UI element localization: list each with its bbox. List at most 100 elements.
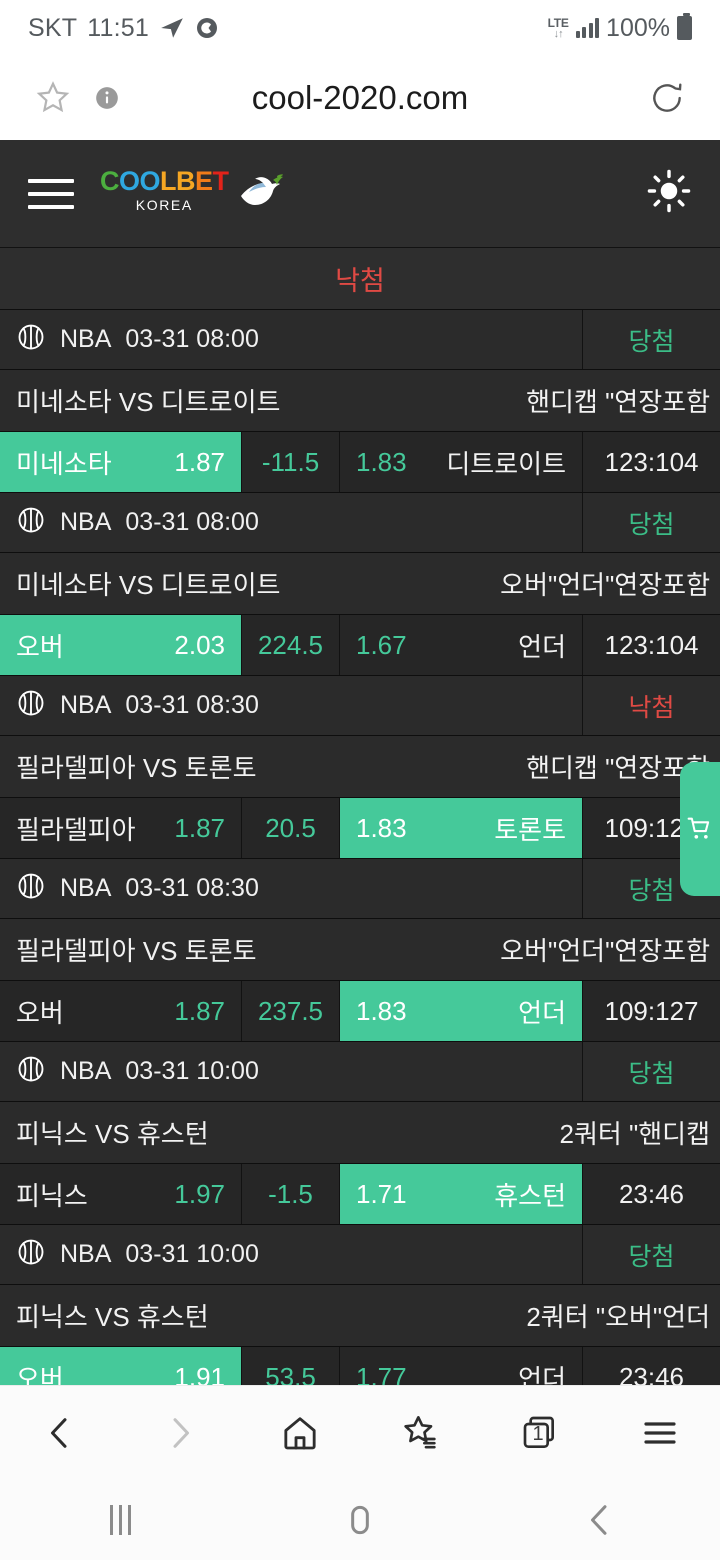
- away-odds-value: 1.67: [356, 629, 407, 660]
- status-bar-right: LTE ↓↑ 100%: [548, 13, 692, 43]
- league-label: NBA: [60, 874, 112, 902]
- android-system-nav: [0, 1480, 720, 1560]
- league-label: NBA: [60, 1057, 112, 1085]
- browser-bottom-nav: 1: [0, 1385, 720, 1480]
- market-name: 오버"언더"연장포함: [500, 570, 710, 600]
- away-odds-value: 1.83: [356, 446, 407, 477]
- home-selection-cell[interactable]: 오버 1.91: [0, 1347, 242, 1385]
- home-team-label: 오버: [16, 1363, 64, 1386]
- home-button[interactable]: [250, 1413, 350, 1453]
- market-name: 2쿼터 "핸디캡: [559, 1119, 710, 1149]
- bet-status-badge: 당첨: [583, 1225, 720, 1284]
- away-selection-cell[interactable]: 1.83 언더: [340, 981, 583, 1041]
- final-score-value: 23:46: [618, 1178, 685, 1209]
- away-selection-cell[interactable]: 1.83 토론토: [340, 798, 583, 858]
- coolbet-logo[interactable]: COOLBET KOREA: [100, 168, 283, 219]
- bet-match-row: 필라델피아 VS 토론토 오버"언더"연장포함: [0, 919, 720, 981]
- bet-meta-row: NBA 03-31 10:00 당첨: [0, 1225, 720, 1285]
- home-team-label: 미네소타: [16, 448, 112, 479]
- basketball-icon-wrap: [16, 322, 46, 357]
- match-title: 피닉스 VS 휴스턴: [16, 1302, 209, 1332]
- handicap-line-cell: 224.5: [242, 615, 340, 675]
- bet-odds-row: 오버 1.87 237.5 1.83 언더 109:127: [0, 981, 720, 1041]
- bet-status-badge: 당첨: [583, 1042, 720, 1101]
- back-button-system[interactable]: [530, 1500, 670, 1540]
- handicap-line-cell: -11.5: [242, 432, 340, 492]
- bet-match-row: 피닉스 VS 휴스턴 2쿼터 "오버"언더: [0, 1285, 720, 1347]
- home-selection-cell[interactable]: 필라델피아 1.87: [0, 798, 242, 858]
- browser-url-bar[interactable]: cool-2020.com: [0, 56, 720, 140]
- home-button-system[interactable]: [290, 1500, 430, 1540]
- bet-status-label: 당첨: [628, 1059, 675, 1088]
- bet-status-label: 당첨: [628, 327, 675, 356]
- bet-status-badge: 당첨: [583, 859, 720, 918]
- final-score-cell: 23:46: [583, 1347, 720, 1386]
- final-score-value: 23:46: [618, 1361, 685, 1386]
- bet-meta-row: NBA 03-31 08:00 당첨: [0, 310, 720, 370]
- recents-icon: [109, 1505, 131, 1535]
- home-odds-value: 1.91: [174, 1361, 225, 1386]
- basketball-icon-wrap: [16, 1237, 46, 1272]
- handicap-line-value: 20.5: [265, 812, 316, 843]
- site-menu-icon[interactable]: [28, 178, 74, 209]
- basketball-icon-wrap: [16, 505, 46, 540]
- bet-card: NBA 03-31 08:30 당첨 필라델피아 VS 토론토 오버"언더"연장포함 오버…: [0, 859, 720, 1042]
- away-team-label: 언더: [518, 631, 566, 662]
- logo-wordmark: COOLBET: [100, 166, 229, 196]
- final-score-value: 123:104: [604, 446, 699, 477]
- home-selection-cell[interactable]: 피닉스 1.97: [0, 1164, 242, 1224]
- handicap-line-cell: 53.5: [242, 1347, 340, 1385]
- away-selection-cell[interactable]: 1.67 언더: [340, 615, 583, 675]
- bet-odds-row: 피닉스 1.97 -1.5 1.71 휴스턴 23:46: [0, 1164, 720, 1224]
- home-selection-cell[interactable]: 오버 2.03: [0, 615, 242, 675]
- away-odds-value: 1.83: [356, 995, 407, 1026]
- brightness-icon[interactable]: [646, 168, 692, 219]
- handicap-line-value: 53.5: [265, 1361, 316, 1386]
- result-banner: 낙첨: [0, 248, 720, 310]
- bet-status-badge: 당첨: [583, 493, 720, 552]
- clock-label: 11:51: [87, 13, 149, 42]
- handicap-line-value: -1.5: [268, 1178, 313, 1209]
- away-odds-value: 1.71: [356, 1178, 407, 1209]
- bet-meta-left: NBA 03-31 10:00: [0, 1225, 583, 1284]
- match-title: 필라델피아 VS 토론토: [16, 936, 257, 966]
- logo-text: COOLBET KOREA: [100, 166, 229, 213]
- market-name: 핸디캡 "연장포함: [526, 753, 710, 783]
- forward-button[interactable]: [130, 1413, 230, 1453]
- menu-button[interactable]: [610, 1413, 710, 1453]
- site-header: COOLBET KOREA: [0, 140, 720, 248]
- bet-meta-left: NBA 03-31 08:30: [0, 859, 583, 918]
- back-button[interactable]: [10, 1413, 110, 1453]
- home-odds-value: 2.03: [174, 629, 225, 660]
- home-team-label: 오버: [16, 997, 64, 1028]
- tabs-button[interactable]: 1: [490, 1413, 590, 1453]
- bookmark-star-icon: [404, 1416, 436, 1449]
- bet-meta-row: NBA 03-31 08:00 당첨: [0, 493, 720, 553]
- match-datetime-label: 03-31 08:00: [125, 325, 259, 353]
- home-pill-icon: [351, 1505, 369, 1535]
- telegram-icon: [159, 15, 185, 41]
- away-selection-cell[interactable]: 1.71 휴스턴: [340, 1164, 583, 1224]
- home-icon: [284, 1417, 316, 1450]
- away-selection-cell[interactable]: 1.77 언더: [340, 1347, 583, 1385]
- bet-meta-left: NBA 03-31 10:00: [0, 1042, 583, 1101]
- basketball-icon: [18, 873, 44, 899]
- bet-meta-row: NBA 03-31 10:00 당첨: [0, 1042, 720, 1102]
- reload-icon[interactable]: [648, 79, 686, 117]
- bet-status-badge: 낙첨: [583, 676, 720, 735]
- away-selection-cell[interactable]: 1.83 디트로이트: [340, 432, 583, 492]
- home-odds-value: 1.87: [174, 812, 225, 843]
- home-selection-cell[interactable]: 미네소타 1.87: [0, 432, 242, 492]
- star-outline-icon[interactable]: [34, 79, 72, 117]
- bookmarks-button[interactable]: [370, 1413, 470, 1453]
- bet-cart-button[interactable]: [680, 762, 720, 896]
- bet-card: NBA 03-31 08:30 낙첨 필라델피아 VS 토론토 핸디캡 "연장포함 필라델…: [0, 676, 720, 859]
- match-title: 미네소타 VS 디트로이트: [16, 570, 281, 600]
- home-selection-cell[interactable]: 오버 1.87: [0, 981, 242, 1041]
- info-icon[interactable]: [94, 85, 120, 111]
- shopping-cart-icon: [687, 817, 710, 839]
- recents-button[interactable]: [50, 1505, 190, 1535]
- battery-percent-label: 100%: [606, 13, 670, 42]
